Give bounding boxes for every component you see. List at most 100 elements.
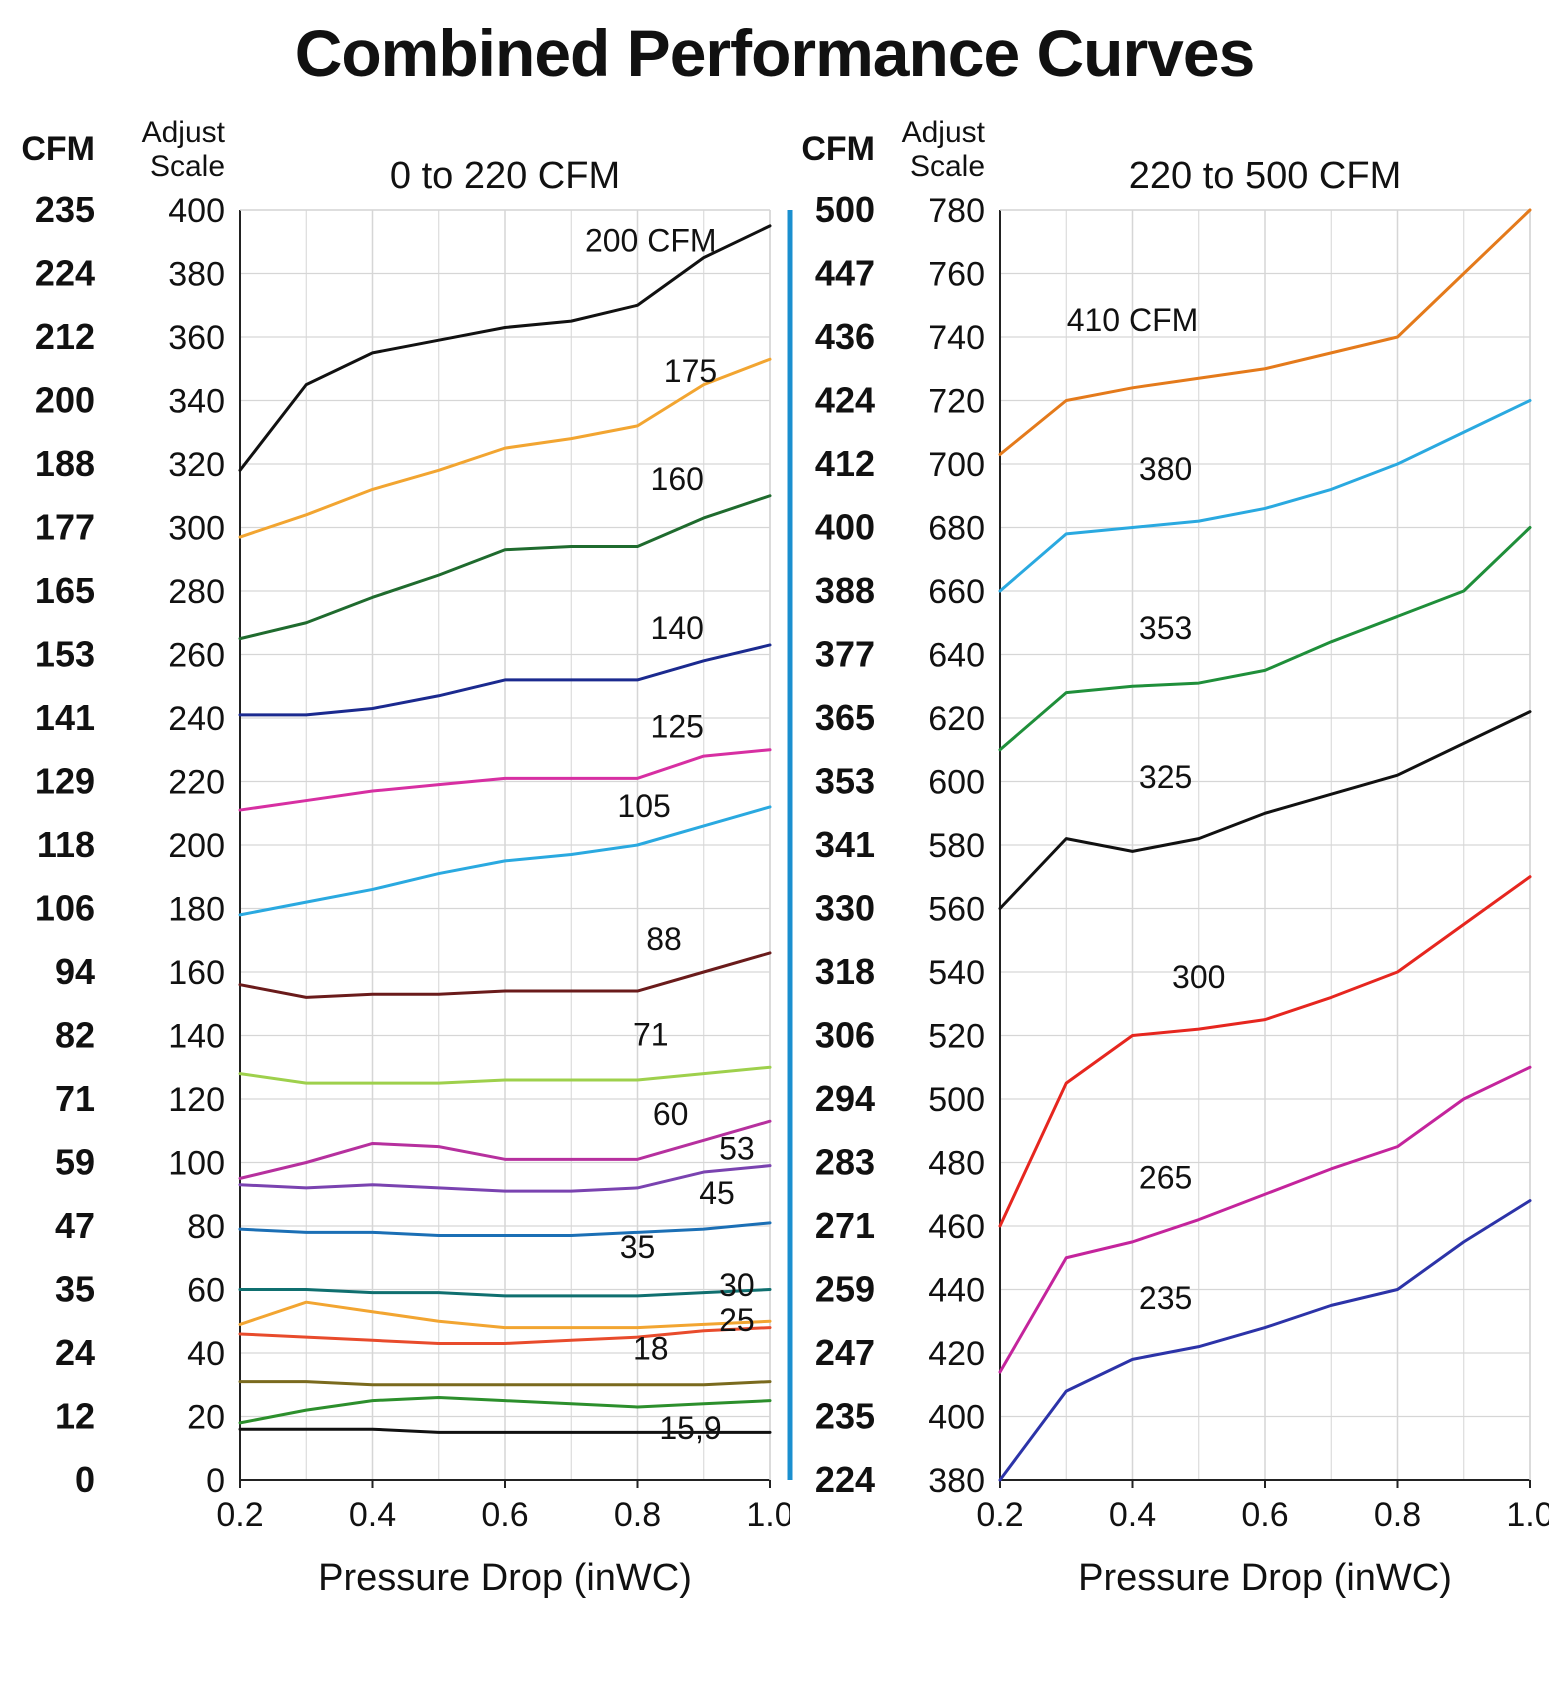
x-tick-label: 0.8 bbox=[614, 1496, 661, 1534]
x-tick-label: 0.6 bbox=[481, 1496, 528, 1534]
adjust-tick: 720 bbox=[928, 383, 985, 421]
cfm-tick: 0 bbox=[75, 1459, 95, 1500]
cfm-tick: 106 bbox=[35, 888, 95, 929]
series-label-105: 105 bbox=[617, 788, 670, 824]
adjust-tick: 540 bbox=[928, 954, 985, 992]
series-label-200: 200 CFM bbox=[585, 223, 717, 259]
series-label-300: 300 bbox=[1172, 959, 1225, 995]
cfm-tick: 447 bbox=[815, 253, 875, 294]
right-chart-svg: 0.20.40.60.81.0Pressure Drop (inWC)50078… bbox=[790, 0, 1549, 1684]
adjust-tick: 140 bbox=[168, 1018, 225, 1056]
x-tick-label: 0.2 bbox=[976, 1496, 1023, 1534]
adjust-tick: 220 bbox=[168, 764, 225, 802]
adjust-tick: 780 bbox=[928, 192, 985, 230]
cfm-tick: 141 bbox=[35, 697, 95, 738]
left-chart-svg: 0.20.40.60.81.0Pressure Drop (inWC)23540… bbox=[0, 0, 790, 1684]
adjust-tick: 80 bbox=[187, 1208, 225, 1246]
adjust-header: Scale bbox=[150, 150, 225, 183]
adjust-tick: 460 bbox=[928, 1208, 985, 1246]
cfm-tick: 412 bbox=[815, 443, 875, 484]
cfm-tick: 400 bbox=[815, 507, 875, 548]
x-tick-label: 0.4 bbox=[1109, 1496, 1156, 1534]
adjust-tick: 360 bbox=[168, 319, 225, 357]
cfm-tick: 259 bbox=[815, 1269, 875, 1310]
cfm-tick: 436 bbox=[815, 316, 875, 357]
cfm-tick: 318 bbox=[815, 951, 875, 992]
cfm-tick: 71 bbox=[55, 1078, 95, 1119]
adjust-tick: 160 bbox=[168, 954, 225, 992]
adjust-tick: 740 bbox=[928, 319, 985, 357]
series-label-35: 35 bbox=[620, 1229, 656, 1265]
cfm-tick: 47 bbox=[55, 1205, 95, 1246]
adjust-tick: 280 bbox=[168, 573, 225, 611]
adjust-tick: 400 bbox=[928, 1399, 985, 1437]
cfm-tick: 82 bbox=[55, 1015, 95, 1056]
x-tick-label: 0.4 bbox=[349, 1496, 396, 1534]
adjust-tick: 560 bbox=[928, 891, 985, 929]
series-label-125: 125 bbox=[651, 708, 704, 744]
series-label-25: 25 bbox=[719, 1302, 755, 1338]
adjust-tick: 640 bbox=[928, 637, 985, 675]
series-label-15,9: 15,9 bbox=[659, 1410, 721, 1446]
cfm-tick: 353 bbox=[815, 761, 875, 802]
cfm-tick: 224 bbox=[35, 253, 95, 294]
series-label-380: 380 bbox=[1139, 451, 1192, 487]
cfm-tick: 500 bbox=[815, 189, 875, 230]
cfm-tick: 388 bbox=[815, 570, 875, 611]
cfm-tick: 165 bbox=[35, 570, 95, 611]
adjust-tick: 0 bbox=[206, 1462, 225, 1500]
x-axis-label: Pressure Drop (inWC) bbox=[318, 1557, 692, 1599]
cfm-tick: 424 bbox=[815, 380, 875, 421]
adjust-tick: 200 bbox=[168, 827, 225, 865]
cfm-tick: 94 bbox=[55, 951, 95, 992]
adjust-tick: 680 bbox=[928, 510, 985, 548]
cfm-tick: 271 bbox=[815, 1205, 875, 1246]
series-label-88: 88 bbox=[646, 921, 682, 957]
chart-subtitle: 220 to 500 CFM bbox=[1129, 155, 1401, 197]
cfm-tick: 330 bbox=[815, 888, 875, 929]
cfm-tick: 235 bbox=[35, 189, 95, 230]
series-label-140: 140 bbox=[651, 610, 704, 646]
divider bbox=[782, 0, 802, 1684]
series-label-160: 160 bbox=[651, 461, 704, 497]
adjust-tick: 600 bbox=[928, 764, 985, 802]
cfm-tick: 235 bbox=[815, 1396, 875, 1437]
adjust-tick: 440 bbox=[928, 1272, 985, 1310]
adjust-header: Scale bbox=[910, 150, 985, 183]
cfm-header: CFM bbox=[801, 130, 875, 168]
series-label-53: 53 bbox=[719, 1131, 755, 1167]
cfm-tick: 200 bbox=[35, 380, 95, 421]
cfm-tick: 129 bbox=[35, 761, 95, 802]
cfm-tick: 224 bbox=[815, 1459, 875, 1500]
x-tick-label: 0.8 bbox=[1374, 1496, 1421, 1534]
adjust-tick: 380 bbox=[168, 256, 225, 294]
adjust-tick: 380 bbox=[928, 1462, 985, 1500]
cfm-tick: 12 bbox=[55, 1396, 95, 1437]
series-label-265: 265 bbox=[1139, 1159, 1192, 1195]
adjust-tick: 180 bbox=[168, 891, 225, 929]
adjust-tick: 20 bbox=[187, 1399, 225, 1437]
adjust-tick: 60 bbox=[187, 1272, 225, 1310]
cfm-tick: 247 bbox=[815, 1332, 875, 1373]
adjust-tick: 300 bbox=[168, 510, 225, 548]
adjust-tick: 40 bbox=[187, 1335, 225, 1373]
cfm-tick: 212 bbox=[35, 316, 95, 357]
cfm-tick: 177 bbox=[35, 507, 95, 548]
cfm-tick: 24 bbox=[55, 1332, 95, 1373]
cfm-tick: 377 bbox=[815, 634, 875, 675]
adjust-tick: 320 bbox=[168, 446, 225, 484]
adjust-tick: 100 bbox=[168, 1145, 225, 1183]
chart-subtitle: 0 to 220 CFM bbox=[390, 155, 620, 197]
x-tick-label: 0.6 bbox=[1241, 1496, 1288, 1534]
cfm-tick: 283 bbox=[815, 1142, 875, 1183]
series-label-18: 18 bbox=[633, 1331, 669, 1367]
adjust-tick: 480 bbox=[928, 1145, 985, 1183]
adjust-header: Adjust bbox=[142, 116, 226, 149]
adjust-tick: 660 bbox=[928, 573, 985, 611]
adjust-tick: 400 bbox=[168, 192, 225, 230]
cfm-tick: 365 bbox=[815, 697, 875, 738]
adjust-header: Adjust bbox=[902, 116, 986, 149]
adjust-tick: 700 bbox=[928, 446, 985, 484]
cfm-tick: 59 bbox=[55, 1142, 95, 1183]
series-label-60: 60 bbox=[653, 1096, 689, 1132]
